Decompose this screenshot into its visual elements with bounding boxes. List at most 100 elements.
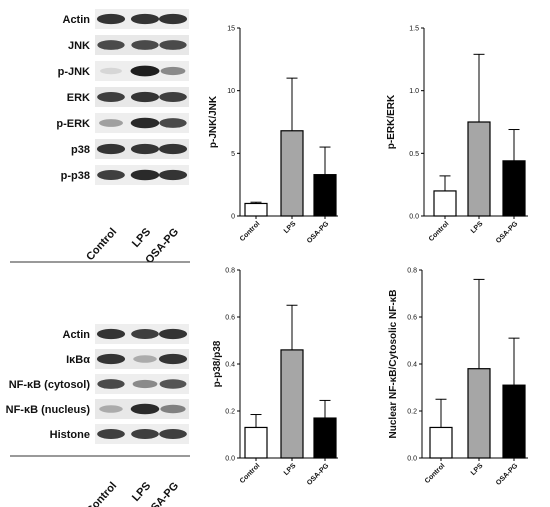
blot-band-4-1 <box>131 429 159 439</box>
blot-band-5-0 <box>96 143 126 155</box>
bar-lps <box>467 368 491 459</box>
blot-band-1-0 <box>96 353 126 365</box>
y-tick-label-1: 5 <box>231 151 235 158</box>
bar-lps <box>467 121 491 217</box>
blot-band-1-1 <box>133 355 157 363</box>
y-axis-label: Nuclear NF-κB/Cytosolic NF-κB <box>388 290 399 439</box>
blot-label-4: p-ERK <box>56 118 90 130</box>
y-tick-label-3: 15 <box>227 26 235 33</box>
bar-control <box>244 202 268 217</box>
blot-band-4-1 <box>130 117 160 129</box>
blot-band-1-1 <box>131 40 159 50</box>
x-tick-label-2: OSA-PG <box>495 220 520 245</box>
x-tick-label-1: LPS <box>283 220 298 235</box>
y-axis-label: p-ERK/ERK <box>386 94 397 149</box>
blot-label-1: JNK <box>68 40 90 52</box>
x-tick-label-2: OSA-PG <box>306 462 331 487</box>
blot-band-6-1 <box>130 169 160 181</box>
bar-control <box>429 426 453 459</box>
y-tick-label-3: 1.5 <box>409 26 419 33</box>
blot-band-0-2 <box>158 13 188 25</box>
y-axis-label: p-JNK/JNK <box>208 95 219 148</box>
bar-osa-pg <box>502 384 526 459</box>
blot-band-3-0 <box>99 405 123 413</box>
blot-band-2-2 <box>160 66 186 76</box>
bar-osa-pg <box>313 417 337 459</box>
lane-label-lps: LPS <box>130 226 153 250</box>
y-tick-label-4: 0.8 <box>407 268 417 275</box>
blot-band-4-2 <box>159 118 187 128</box>
lane-label-osa-pg: OSA-PG <box>143 480 181 507</box>
blot-band-4-2 <box>159 429 187 439</box>
blot-band-6-2 <box>158 169 188 181</box>
blot-band-4-0 <box>97 429 125 439</box>
blot-band-2-1 <box>130 65 160 77</box>
blot-band-3-1 <box>130 91 160 103</box>
x-tick-label-0: Control <box>428 220 451 243</box>
x-tick-label-1: LPS <box>283 462 298 477</box>
blot-band-0-1 <box>130 13 160 25</box>
blot-band-0-2 <box>158 328 188 340</box>
x-tick-label-0: Control <box>239 220 262 243</box>
bar-osa-pg <box>502 160 526 217</box>
blot-label-0: Actin <box>63 329 91 341</box>
blot-label-3: NF-κB (nucleus) <box>6 404 91 416</box>
bar-chart-p-jnk-jnk: 0 5 10 15 p-JNK/JNK Control LPS OSA-PG <box>208 26 338 245</box>
blot-band-1-0 <box>97 40 125 50</box>
x-tick-label-2: OSA-PG <box>306 220 331 245</box>
blot-label-3: ERK <box>67 92 90 104</box>
x-tick-label-0: Control <box>424 462 447 485</box>
x-tick-label-1: LPS <box>470 220 485 235</box>
blot-label-1: IκBα <box>66 354 90 366</box>
y-tick-label-4: 0.8 <box>225 268 235 275</box>
y-tick-label-2: 0.4 <box>407 362 417 369</box>
blot-label-2: NF-κB (cytosol) <box>9 379 91 391</box>
blot-band-2-2 <box>159 379 187 389</box>
bar-control <box>433 190 457 217</box>
blot-band-0-0 <box>96 13 126 25</box>
y-tick-label-2: 0.4 <box>225 362 235 369</box>
y-tick-label-2: 1.0 <box>409 88 419 95</box>
blot-band-6-0 <box>97 170 125 180</box>
bar-lps <box>280 130 304 217</box>
y-tick-label-0: 0.0 <box>409 214 419 221</box>
blot-band-1-2 <box>159 40 187 50</box>
y-tick-label-0: 0 <box>231 214 235 221</box>
bar-chart-nuclear-cytosolic-nfkb: 0.0 0.2 0.4 0.6 0.8 Nuclear NF-κB/Cytosolic N… <box>388 268 528 487</box>
y-tick-label-1: 0.2 <box>225 409 235 416</box>
bar-chart-p-p38-p38: 0.0 0.2 0.4 0.6 0.8 p-p38/p38 Control LPS OSA-PG <box>212 268 338 487</box>
bar-lps <box>280 349 304 459</box>
blot-label-2: p-JNK <box>58 66 90 78</box>
blot-band-2-0 <box>97 379 125 389</box>
blot-band-1-2 <box>158 353 188 365</box>
y-tick-label-0: 0.0 <box>407 456 417 463</box>
blot-band-2-0 <box>100 67 122 75</box>
blot-band-5-1 <box>130 143 160 155</box>
blot-band-2-1 <box>132 379 158 389</box>
bar-control <box>244 426 268 459</box>
y-tick-label-1: 0.5 <box>409 151 419 158</box>
y-tick-label-3: 0.6 <box>225 315 235 322</box>
blot-band-0-0 <box>96 328 126 340</box>
blot-band-0-1 <box>131 329 159 339</box>
y-tick-label-0: 0.0 <box>225 456 235 463</box>
x-tick-label-2: OSA-PG <box>495 462 520 487</box>
blot-label-0: Actin <box>63 14 91 26</box>
y-tick-label-3: 0.6 <box>407 315 417 322</box>
blot-band-4-0 <box>99 119 123 127</box>
y-tick-label-1: 0.2 <box>407 409 417 416</box>
blot-label-4: Histone <box>50 429 90 441</box>
blot-label-5: p38 <box>71 144 90 156</box>
blot-band-3-1 <box>130 403 160 415</box>
y-axis-label: p-p38/p38 <box>212 340 223 387</box>
x-tick-label-1: LPS <box>470 462 485 477</box>
lane-label-control: Control <box>84 226 119 263</box>
blot-label-6: p-p38 <box>61 170 90 182</box>
lane-label-lps: LPS <box>130 480 153 504</box>
y-tick-label-2: 10 <box>227 88 235 95</box>
blot-band-3-2 <box>159 92 187 102</box>
x-tick-label-0: Control <box>239 462 262 485</box>
bar-chart-p-erk-erk: 0.0 0.5 1.0 1.5 p-ERK/ERK Control LPS OSA-PG <box>386 26 528 245</box>
lane-label-control: Control <box>84 480 119 507</box>
